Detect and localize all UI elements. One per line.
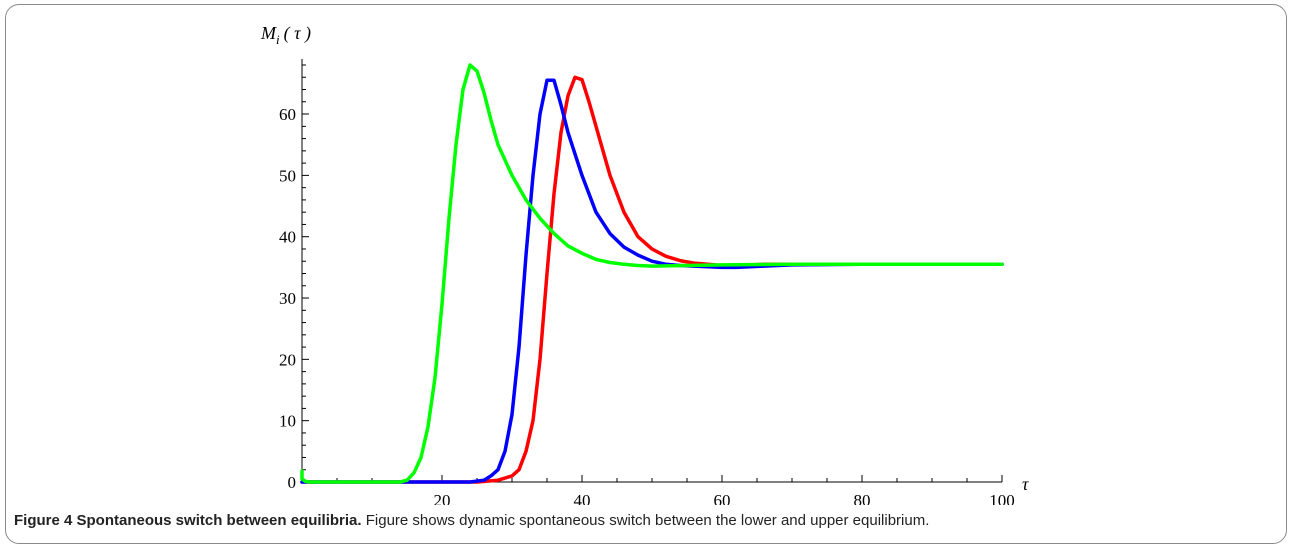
series-line-1	[300, 75, 1004, 484]
x-axis-title: τ	[1022, 474, 1029, 494]
axis-labels-group: 20 40 60 80 100 0 10 20 30 40 50 60 Mi( τ ) τ	[260, 23, 1029, 505]
figure-caption: Figure 4 Spontaneous switch between equi…	[14, 512, 1284, 529]
series-group	[300, 63, 1004, 484]
x-tick-label: 20	[434, 491, 451, 505]
y-tick-label: 0	[288, 473, 297, 492]
caption-title: Figure 4 Spontaneous switch between equi…	[14, 512, 362, 529]
figure-frame: 20 40 60 80 100 0 10 20 30 40 50 60 Mi( τ ) τ Figure …	[5, 4, 1287, 544]
caption-text: Figure shows dynamic spontaneous switch …	[361, 512, 930, 529]
y-tick-label: 40	[279, 228, 296, 247]
line-chart: 20 40 60 80 100 0 10 20 30 40 50 60 Mi( τ ) τ	[260, 23, 1029, 505]
x-tick-label: 60	[714, 491, 731, 505]
x-tick-label: 100	[989, 491, 1015, 505]
y-axis-title: Mi( τ )	[260, 23, 311, 47]
y-tick-label: 20	[279, 350, 296, 369]
y-tick-label: 60	[279, 105, 296, 124]
y-tick-label: 30	[279, 289, 296, 308]
x-tick-label: 40	[574, 491, 591, 505]
axes-group	[301, 59, 1002, 483]
y-tick-label: 50	[279, 166, 296, 185]
series-line-2	[300, 78, 1004, 484]
x-tick-label: 80	[854, 491, 871, 505]
y-tick-label: 10	[279, 412, 296, 431]
ticks-group	[302, 64, 1003, 482]
series-line-3	[300, 63, 1004, 484]
